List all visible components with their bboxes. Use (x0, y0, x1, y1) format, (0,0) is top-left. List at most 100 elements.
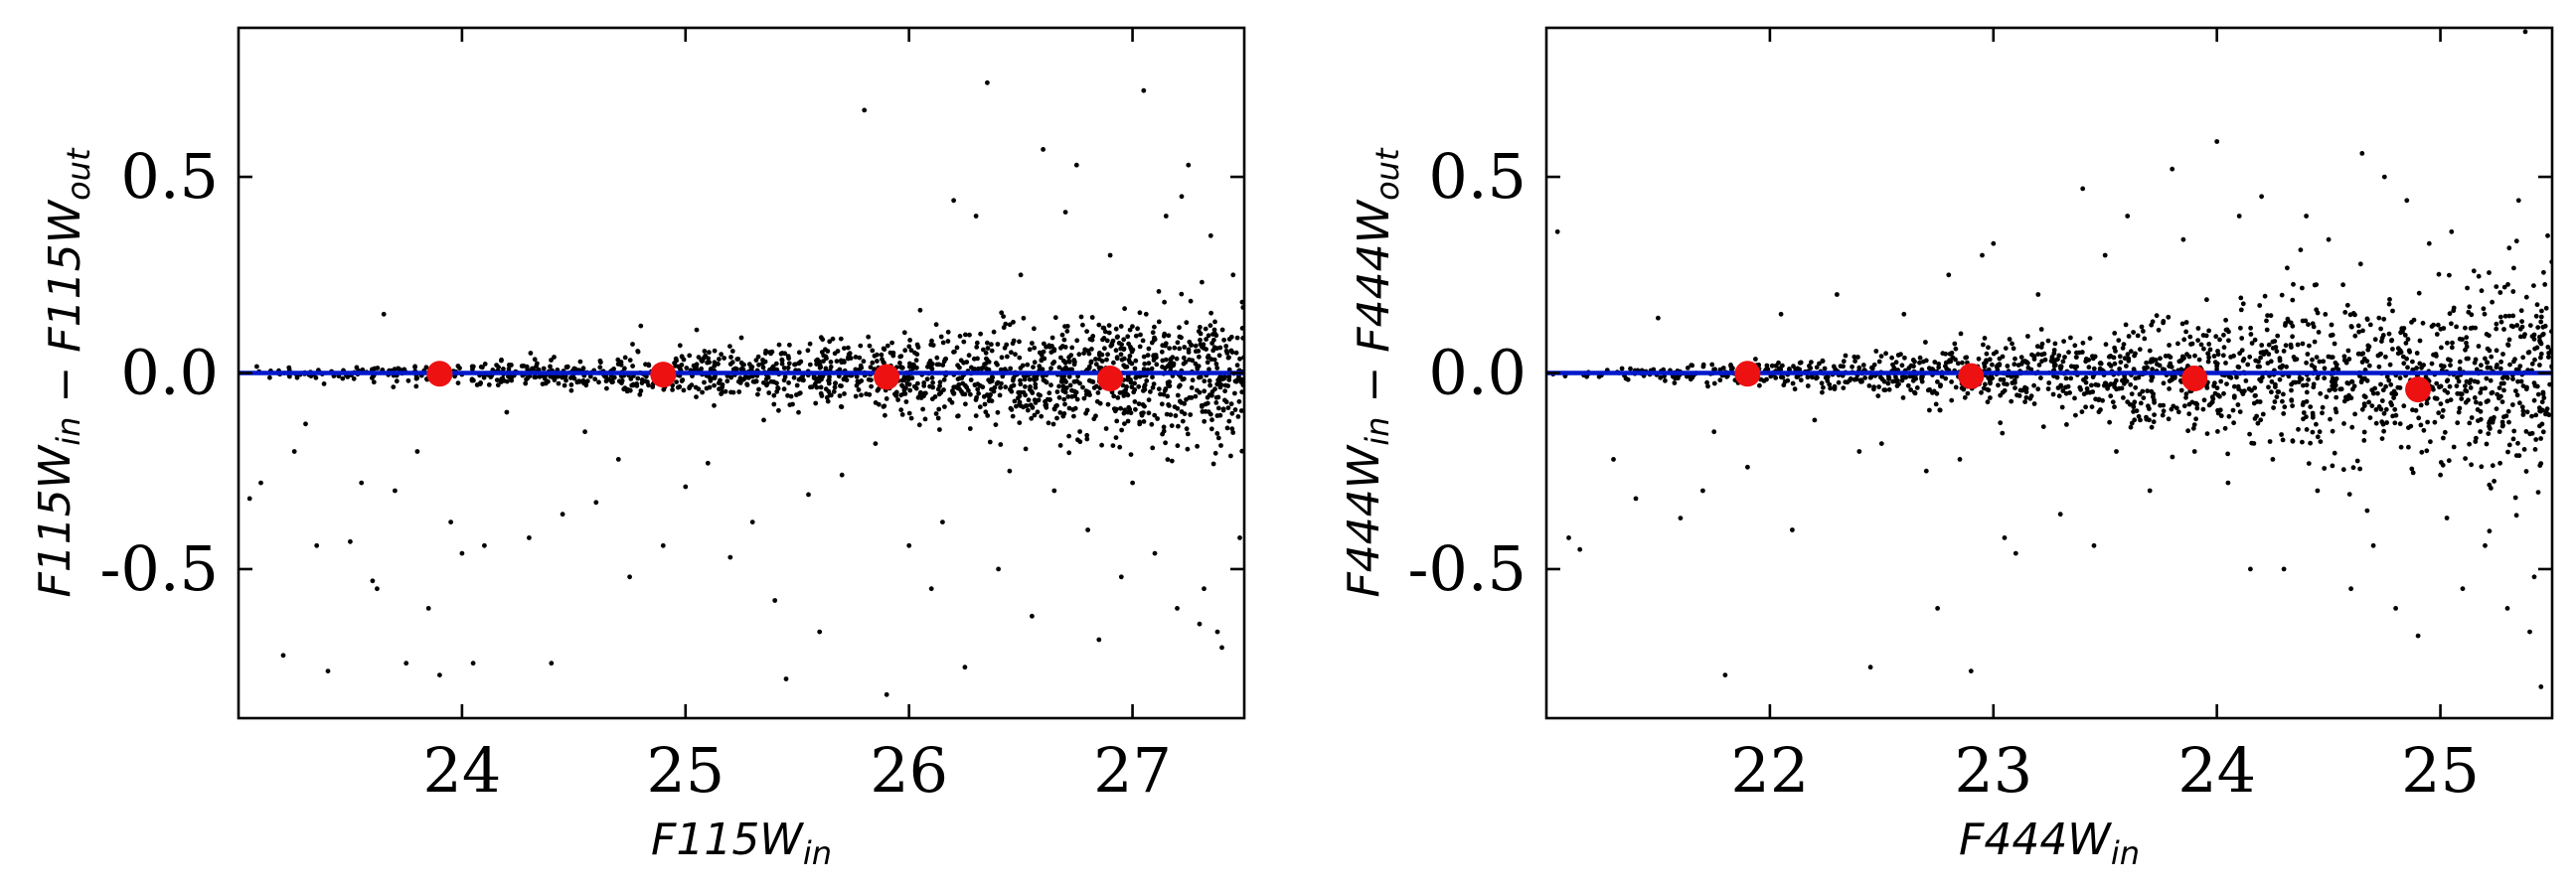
scatter-point (1894, 383, 1900, 388)
scatter-point (2194, 405, 2200, 411)
scatter-point (786, 361, 792, 367)
scatter-point (2192, 400, 2198, 406)
scatter-point (2031, 382, 2036, 388)
scatter-point (961, 360, 966, 366)
scatter-point (917, 391, 923, 397)
scatter-point (2090, 389, 2096, 394)
scatter-point (2310, 429, 2316, 435)
scatter-point (2122, 356, 2128, 362)
scatter-point (1995, 363, 2001, 369)
scatter-point (1189, 385, 1195, 390)
scatter-point (1039, 413, 1045, 419)
scatter-point (2121, 342, 2127, 347)
scatter-point (2277, 356, 2283, 362)
scatter-outlier-point (2304, 214, 2310, 219)
scatter-point (2053, 358, 2058, 363)
scatter-point (2065, 383, 2071, 389)
scatter-outlier-point (280, 653, 286, 659)
scatter-point (2257, 399, 2263, 404)
scatter-point (842, 391, 847, 396)
scatter-point (1926, 366, 1932, 371)
scatter-point (2126, 334, 2132, 339)
x-tick-label: 24 (422, 734, 501, 807)
scatter-point (1083, 410, 1088, 416)
scatter-point (1229, 426, 1235, 432)
scatter-outlier-point (527, 535, 532, 540)
scatter-point (2388, 400, 2394, 405)
scatter-point (2479, 386, 2485, 391)
scatter-point (2383, 406, 2389, 412)
scatter-point (929, 362, 935, 367)
scatter-point (2416, 415, 2422, 421)
scatter-point (1728, 364, 1734, 370)
scatter-point (827, 374, 832, 379)
scatter-point (2424, 400, 2430, 406)
scatter-outlier-point (1230, 272, 1236, 278)
scatter-point (920, 406, 925, 412)
scatter-outlier-point (1901, 311, 1907, 317)
scatter-point (1156, 319, 1162, 325)
scatter-point (2351, 383, 2357, 389)
scatter-point (2341, 358, 2347, 364)
scatter-point (1965, 390, 1971, 396)
scatter-point (1911, 364, 1916, 370)
scatter-point (624, 388, 630, 394)
scatter-point (2403, 341, 2409, 346)
scatter-point (1206, 353, 1211, 359)
scatter-outlier-point (2236, 214, 2242, 219)
scatter-point (1023, 403, 1029, 408)
scatter-point (1104, 338, 1110, 344)
x-tick-label: 25 (2401, 734, 2480, 807)
scatter-point (2193, 416, 2199, 422)
scatter-point (2454, 324, 2460, 330)
scatter-point (712, 348, 718, 354)
scatter-point (2513, 513, 2519, 519)
scatter-point (1798, 377, 1804, 383)
scatter-point (2059, 404, 2065, 410)
scatter-point (2012, 356, 2017, 362)
scatter-point (2330, 428, 2335, 434)
scatter-point (2505, 282, 2510, 287)
scatter-point (702, 349, 708, 354)
scatter-point (2348, 324, 2354, 329)
x-tick-label: 27 (1093, 734, 1172, 807)
scatter-point (2154, 313, 2160, 319)
scatter-point (2189, 341, 2195, 347)
scatter-point (838, 336, 844, 342)
scatter-point (2128, 349, 2134, 355)
scatter-point (1832, 386, 1838, 391)
scatter-point (2438, 401, 2444, 406)
scatter-outlier-point (638, 323, 644, 329)
scatter-point (941, 376, 947, 382)
scatter-point (2311, 384, 2317, 390)
scatter-point (2281, 391, 2286, 397)
scatter-point (1810, 374, 1815, 380)
scatter-outlier-point (761, 417, 766, 423)
scatter-point (765, 374, 771, 380)
scatter-point (2535, 490, 2541, 495)
scatter-point (1091, 385, 1097, 390)
scatter-point (2513, 388, 2518, 393)
scatter-point (1030, 390, 1036, 395)
scatter-point (1869, 365, 1874, 371)
scatter-point (2441, 364, 2447, 370)
scatter-point (2207, 347, 2213, 353)
scatter-points (1550, 29, 2552, 689)
scatter-point (2375, 353, 2381, 359)
scatter-point (1213, 400, 1219, 405)
scatter-point (1172, 345, 1178, 351)
scatter-outlier-point (1152, 550, 1158, 556)
scatter-point (975, 386, 981, 392)
scatter-point (1143, 311, 1149, 317)
scatter-point (766, 390, 772, 395)
scatter-point (2054, 374, 2060, 380)
scatter-point (2305, 352, 2311, 357)
scatter-point (947, 397, 953, 402)
scatter-point (2046, 380, 2052, 385)
scatter-point (1137, 310, 1143, 316)
scatter-point (2073, 355, 2079, 360)
scatter-point (2531, 332, 2537, 338)
scatter-point (1060, 358, 1066, 364)
scatter-point (2166, 416, 2172, 422)
scatter-point (2215, 429, 2220, 434)
